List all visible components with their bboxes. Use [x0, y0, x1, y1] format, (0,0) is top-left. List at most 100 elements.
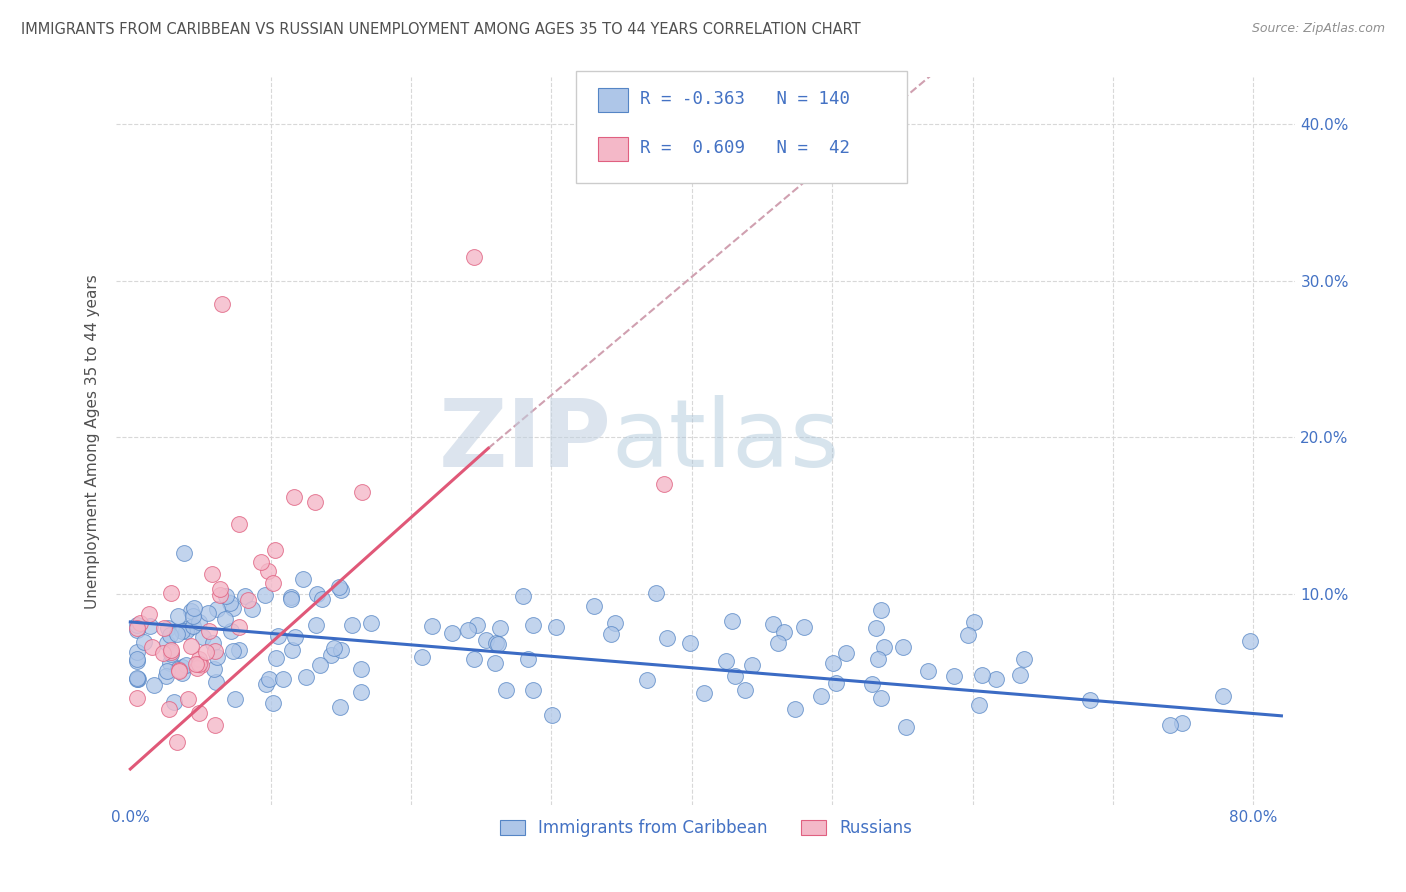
Point [186, 661, 208, 675]
Point [159, 645, 181, 659]
Text: R = -0.363   N = 140: R = -0.363 N = 140 [640, 90, 849, 108]
Point [349, 685, 371, 699]
Point [582, 599, 605, 614]
Point [180, 604, 202, 618]
Point [205, 649, 228, 664]
Point [127, 621, 149, 635]
Point [420, 619, 443, 633]
Point [228, 620, 250, 634]
Point [187, 706, 209, 721]
Point [198, 624, 221, 638]
Point [219, 596, 242, 610]
Point [222, 643, 245, 657]
Point [250, 555, 273, 569]
Point [127, 654, 149, 668]
Point [512, 589, 534, 603]
Point [173, 546, 195, 560]
Point [281, 643, 304, 657]
Point [340, 618, 363, 632]
Point [970, 668, 993, 682]
Point [824, 676, 846, 690]
Point [785, 702, 807, 716]
Point [835, 646, 858, 660]
Point [1159, 718, 1181, 732]
Point [127, 652, 149, 666]
Point [222, 600, 245, 615]
Point [159, 656, 181, 670]
Point [166, 609, 188, 624]
Point [956, 628, 979, 642]
Point [869, 690, 891, 705]
Point [724, 668, 747, 682]
Text: R =  0.609   N =  42: R = 0.609 N = 42 [640, 139, 849, 157]
Point [183, 608, 205, 623]
Point [636, 673, 658, 688]
Point [872, 640, 894, 654]
Point [233, 589, 256, 603]
Point [166, 662, 188, 676]
Point [156, 664, 179, 678]
Point [652, 477, 675, 491]
Point [166, 627, 188, 641]
Point [280, 591, 302, 605]
Point [291, 572, 314, 586]
Point [166, 735, 188, 749]
Point [240, 602, 263, 616]
Point [160, 647, 183, 661]
Point [284, 630, 307, 644]
Point [894, 720, 917, 734]
Point [162, 695, 184, 709]
Point [152, 646, 174, 660]
Point [522, 617, 544, 632]
Point [170, 624, 193, 639]
Point [645, 586, 668, 600]
Point [228, 643, 250, 657]
Point [127, 645, 149, 659]
Point [329, 699, 352, 714]
Point [1010, 667, 1032, 681]
Point [942, 669, 965, 683]
Text: atlas: atlas [612, 395, 839, 487]
Point [350, 662, 373, 676]
Point [179, 621, 201, 635]
Point [599, 627, 621, 641]
Point [350, 485, 373, 500]
Point [967, 698, 990, 713]
Point [208, 582, 231, 596]
Point [741, 658, 763, 673]
Point [868, 651, 890, 665]
Point [259, 672, 281, 686]
Text: Source: ZipAtlas.com: Source: ZipAtlas.com [1251, 22, 1385, 36]
Point [254, 677, 277, 691]
Point [174, 658, 197, 673]
Point [188, 652, 211, 666]
Point [773, 625, 796, 640]
Point [1078, 693, 1101, 707]
Point [183, 600, 205, 615]
Point [283, 490, 305, 504]
Point [517, 652, 540, 666]
Point [657, 632, 679, 646]
Point [160, 586, 183, 600]
Point [138, 607, 160, 621]
Point [488, 621, 510, 635]
Point [485, 635, 508, 649]
Point [305, 587, 328, 601]
Point [870, 603, 893, 617]
Text: IMMIGRANTS FROM CARIBBEAN VS RUSSIAN UNEMPLOYMENT AMONG AGES 35 TO 44 YEARS CORR: IMMIGRANTS FROM CARIBBEAN VS RUSSIAN UNE… [21, 22, 860, 37]
Point [190, 658, 212, 673]
Point [205, 601, 228, 615]
Point [963, 615, 986, 629]
Point [211, 297, 233, 311]
Point [1171, 716, 1194, 731]
Point [228, 517, 250, 532]
Point [603, 615, 626, 630]
Point [177, 692, 200, 706]
Point [214, 611, 236, 625]
Point [714, 654, 737, 668]
Point [304, 495, 326, 509]
Point [181, 619, 204, 633]
Point [139, 618, 162, 632]
Point [309, 658, 332, 673]
Point [156, 621, 179, 635]
